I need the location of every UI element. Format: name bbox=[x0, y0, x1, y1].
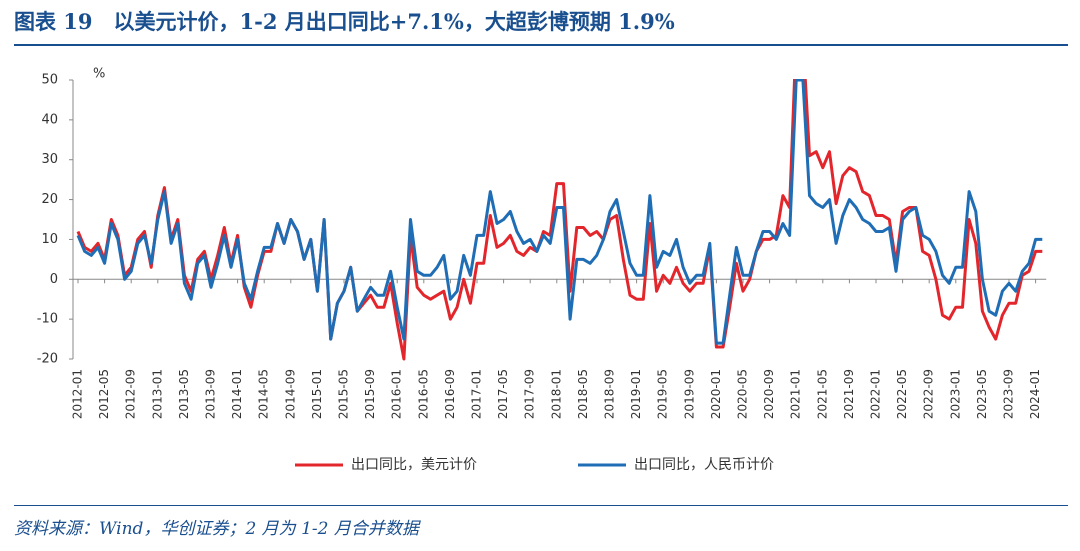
x-tick-label: 2020-01 bbox=[709, 369, 723, 419]
x-tick-label: 2013-01 bbox=[150, 369, 164, 419]
x-tick-label: 2018-09 bbox=[603, 369, 617, 419]
x-tick-label: 2020-05 bbox=[736, 369, 750, 419]
y-tick-label: 40 bbox=[41, 112, 58, 127]
x-tick-label: 2021-09 bbox=[842, 369, 856, 419]
x-tick-label: 2013-09 bbox=[204, 369, 218, 419]
plot-area bbox=[76, 79, 1043, 361]
x-tick-label: 2015-05 bbox=[337, 369, 351, 419]
x-tick-label: 2023-05 bbox=[975, 369, 989, 419]
x-tick-label: 2019-01 bbox=[629, 369, 643, 419]
x-tick-label: 2022-01 bbox=[869, 369, 883, 419]
x-tick-label: 2022-05 bbox=[895, 369, 909, 419]
y-tick-label: -10 bbox=[37, 312, 58, 327]
x-tick-label: 2012-05 bbox=[97, 369, 111, 419]
legend-label: 出口同比，美元计价 bbox=[351, 457, 477, 473]
source-note: 资料来源：Wind，华创证券；2 月为 1-2 月合并数据 bbox=[14, 519, 419, 539]
x-tick-label: 2014-05 bbox=[257, 369, 271, 419]
x-tick-label: 2021-01 bbox=[789, 369, 803, 419]
y-tick-label: 50 bbox=[41, 73, 58, 88]
y-unit: % bbox=[93, 67, 105, 82]
y-tick-label: 30 bbox=[41, 152, 58, 167]
x-tick-label: 2016-09 bbox=[443, 369, 457, 419]
x-tick-label: 2016-01 bbox=[390, 369, 404, 419]
x-tick-label: 2012-01 bbox=[71, 369, 85, 419]
x-tick-label: 2015-09 bbox=[363, 369, 377, 419]
chart-title: 图表 19 以美元计价，1-2 月出口同比+7.1%，大超彭博预期 1.9% bbox=[14, 9, 675, 34]
series-line bbox=[76, 79, 1043, 361]
x-tick-label: 2019-09 bbox=[682, 369, 696, 419]
x-tick-label: 2018-01 bbox=[549, 369, 563, 419]
x-tick-label: 2020-09 bbox=[762, 369, 776, 419]
y-tick-label: 10 bbox=[41, 232, 58, 247]
x-tick-label: 2013-05 bbox=[177, 369, 191, 419]
series-line bbox=[76, 79, 1043, 345]
y-tick-label: 20 bbox=[41, 192, 58, 207]
x-tick-label: 2022-09 bbox=[922, 369, 936, 419]
x-tick-label: 2018-05 bbox=[576, 369, 590, 419]
x-tick-label: 2017-09 bbox=[523, 369, 537, 419]
x-tick-label: 2017-05 bbox=[496, 369, 510, 419]
x-tick-label: 2023-09 bbox=[1002, 369, 1016, 419]
x-tick-label: 2019-05 bbox=[656, 369, 670, 419]
title-rule bbox=[14, 44, 1068, 46]
legend-label: 出口同比，人民币计价 bbox=[634, 457, 774, 473]
x-tick-label: 2017-01 bbox=[470, 369, 484, 419]
y-tick-label: 0 bbox=[50, 272, 58, 287]
x-tick-label: 2014-01 bbox=[230, 369, 244, 419]
x-tick-label: 2015-01 bbox=[310, 369, 324, 419]
chart: % -20 -10 0 10 20 30 40 50 2012-01 2012-05 2012-09… bbox=[37, 67, 1047, 473]
source-rule bbox=[14, 505, 1068, 506]
x-tick-label: 2012-09 bbox=[124, 369, 138, 419]
x-tick-label: 2016-05 bbox=[416, 369, 430, 419]
x-tick-label: 2014-09 bbox=[283, 369, 297, 419]
x-tick-label: 2021-05 bbox=[815, 369, 829, 419]
x-tick-label: 2024-01 bbox=[1028, 369, 1042, 419]
x-tick-label: 2023-01 bbox=[948, 369, 962, 419]
y-tick-label: -20 bbox=[37, 352, 58, 367]
